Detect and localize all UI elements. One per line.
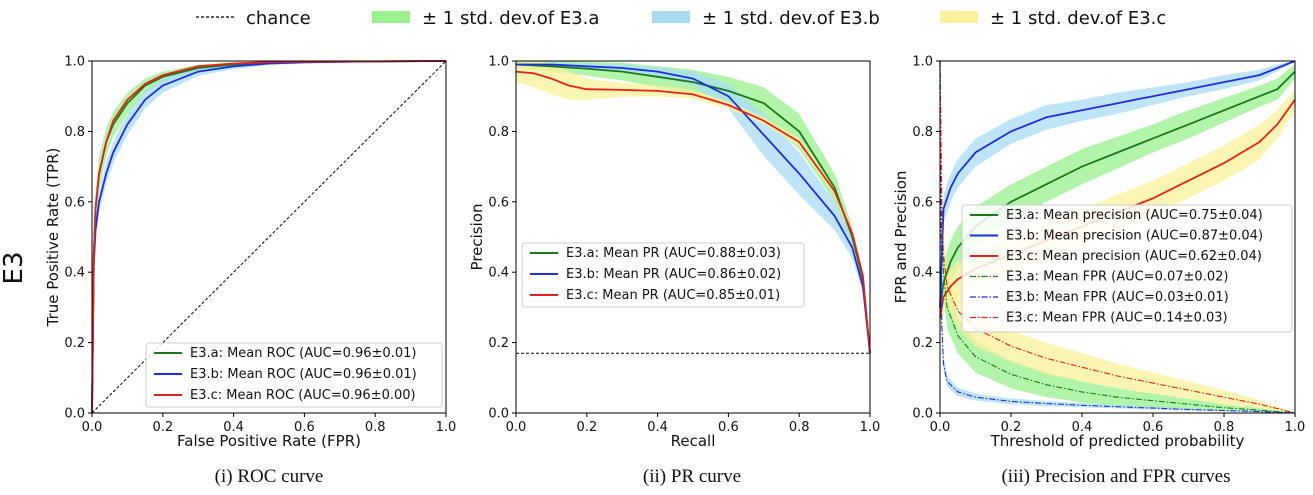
series-line-0-3 [91, 60, 447, 414]
series-line-1-1 [516, 63, 871, 354]
legend-entry: E3.c: Mean precision (AUC=0.62±0.04) [1006, 249, 1262, 264]
y-tick-label: 0.4 [488, 266, 509, 281]
x-tick-label: 1.0 [860, 420, 881, 435]
x-tick-label: 0.6 [1143, 420, 1164, 435]
x-axis-label: Threshold of predicted probability [990, 432, 1245, 450]
roc-panel: 0.0 0.2 0.4 0.6 0.8 1.0 0.0 0.2 0.4 0.6 0.8 1.0 Fals… [44, 55, 456, 451]
x-tick-label: 0.6 [718, 420, 739, 435]
series-line-2-5 [939, 60, 1296, 414]
y-axis-label: True Positive Rate (TPR) [44, 148, 62, 328]
y-tick-label: 0.8 [64, 125, 85, 140]
legend-box [961, 204, 1293, 333]
legend-entry: E3.b: Mean FPR (AUC=0.03±0.01) [1006, 290, 1229, 305]
y-tick-label: 0.6 [64, 195, 85, 210]
y-tick-label: 0.4 [912, 266, 933, 281]
x-axis-label: Recall [671, 432, 716, 450]
caption-precision-fpr: (iii) Precision and FPR curves [1001, 466, 1231, 487]
legend-band-swatch-2 [652, 11, 690, 23]
x-tick-label: 0.0 [82, 420, 103, 435]
legend-band-swatch-1 [372, 11, 410, 23]
y-tick-label: 0.2 [488, 336, 509, 351]
y-tick-label: 0.6 [912, 195, 933, 210]
y-tick-label: 0.8 [488, 125, 509, 140]
x-tick-label: 0.8 [1214, 420, 1235, 435]
legend-box [145, 342, 443, 408]
y-tick-label: 0.2 [64, 336, 85, 351]
plot-frame [939, 60, 1296, 414]
y-tick-label: 0.2 [912, 336, 933, 351]
series-line-2-1 [939, 60, 1296, 308]
x-tick-label: 0.4 [1072, 420, 1093, 435]
x-tick-label: 0.2 [152, 420, 173, 435]
y-tick-label: 0.0 [912, 407, 933, 422]
std-band-2-0 [940, 64, 1295, 329]
series-line-2-3 [939, 60, 1296, 414]
legend-entry: E3.c: Mean PR (AUC=0.85±0.01) [566, 288, 780, 303]
series-line-1-2 [515, 70, 871, 354]
y-tick-label: 0.0 [64, 407, 85, 422]
x-tick-label: 0.8 [789, 420, 810, 435]
x-tick-label: 0.4 [647, 420, 668, 435]
x-tick-label: 0.2 [1001, 420, 1022, 435]
panel-legend: E3.a: Mean precision (AUC=0.75±0.04) E3.b… [961, 204, 1293, 333]
legend-entry: E3.b: Mean precision (AUC=0.87±0.04) [1006, 229, 1263, 244]
std-band-1-2 [516, 61, 870, 354]
y-tick-label: 0.6 [488, 195, 509, 210]
x-tick-label: 0.2 [576, 420, 597, 435]
plot-frame [91, 60, 447, 414]
legend-top-label-0: chance [246, 8, 311, 29]
x-tick-label: 0.8 [365, 420, 386, 435]
legend-entry: E3.b: Mean PR (AUC=0.86±0.02) [566, 267, 781, 282]
y-tick-label: 1.0 [488, 55, 509, 70]
legend-entry: E3.b: Mean ROC (AUC=0.96±0.01) [190, 367, 417, 382]
y-tick-label: 0.4 [64, 266, 85, 281]
x-tick-label: 1.0 [436, 420, 457, 435]
x-tick-label: 0.0 [930, 420, 951, 435]
legend-top-label-3: ± 1 std. dev.of E3.c [990, 8, 1166, 29]
legend-top-label-1: ± 1 std. dev.of E3.a [422, 8, 599, 29]
y-tick-label: 0.0 [488, 407, 509, 422]
std-band-0-0 [92, 61, 446, 413]
series-line-0-2 [91, 60, 447, 414]
panel-legend: E3.a: Mean ROC (AUC=0.96±0.01) E3.b: Mean… [145, 342, 443, 408]
y-axis-label: FPR and Precision [892, 171, 910, 304]
legend-entry: E3.c: Mean ROC (AUC=0.96±0.00) [190, 388, 416, 403]
row-label: E3 [0, 252, 29, 285]
legend-entry: E3.c: Mean FPR (AUC=0.14±0.03) [1006, 311, 1228, 326]
x-tick-label: 0.6 [294, 420, 315, 435]
x-tick-label: 1.0 [1285, 420, 1306, 435]
legend-entry: E3.a: Mean precision (AUC=0.75±0.04) [1006, 208, 1263, 223]
y-axis-label: Precision [468, 204, 486, 271]
x-tick-label: 0.4 [223, 420, 244, 435]
series-line-2-0 [939, 70, 1296, 308]
legend-top-label-2: ± 1 std. dev.of E3.b [702, 8, 880, 29]
top-legend: chance ± 1 std. dev.of E3.a ± 1 std. dev.o… [196, 8, 1166, 29]
caption-roc: (i) ROC curve [214, 466, 324, 487]
pr-panel: 0.0 0.2 0.4 0.6 0.8 1.0 0.0 0.2 0.4 0.6 0.8 1.0 Reca… [468, 55, 880, 451]
legend-band-swatch-3 [940, 11, 978, 23]
series-line-0-1 [91, 60, 447, 414]
y-tick-label: 0.8 [912, 125, 933, 140]
series-line-2-4 [939, 60, 1296, 414]
x-axis-label: False Positive Rate (FPR) [177, 432, 361, 450]
legend-box [521, 242, 805, 308]
y-tick-label: 1.0 [64, 55, 85, 70]
legend-entry: E3.a: Mean ROC (AUC=0.96±0.01) [190, 346, 416, 361]
std-band-2-1 [940, 61, 1295, 322]
std-band-1-1 [516, 62, 870, 354]
panel-legend: E3.a: Mean PR (AUC=0.88±0.03) E3.b: Mean … [521, 242, 805, 308]
plot-frame [515, 60, 871, 414]
precision-fpr-panel: 0.0 0.2 0.4 0.6 0.8 1.0 0.0 0.2 0.4 0.6 0.8 1.0 Thre… [892, 55, 1305, 451]
y-tick-label: 1.0 [912, 55, 933, 70]
legend-entry: E3.a: Mean PR (AUC=0.88±0.03) [566, 246, 781, 261]
x-tick-label: 0.0 [506, 420, 527, 435]
caption-pr: (ii) PR curve [642, 466, 742, 487]
legend-entry: E3.a: Mean FPR (AUC=0.07±0.02) [1006, 270, 1228, 285]
